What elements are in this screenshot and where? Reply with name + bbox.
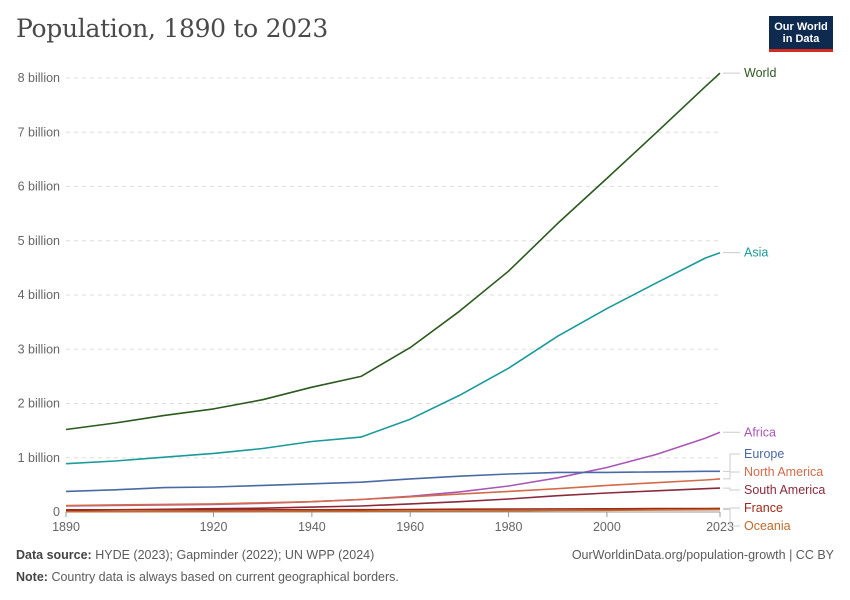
y-tick-label: 4 billion (18, 288, 60, 302)
data-source-label: Data source: (16, 548, 92, 562)
logo-line-1: Our World (774, 21, 828, 33)
logo-line-2: in Data (782, 33, 820, 45)
data-source: Data source: HYDE (2023); Gapminder (202… (16, 548, 374, 562)
x-tick-label: 1980 (495, 520, 523, 534)
y-tick-label: 7 billion (18, 125, 60, 139)
label-leader-line (723, 509, 740, 527)
population-line-chart: 0 1 billion 2 billion 3 billion 4 billion 5 b… (18, 66, 826, 534)
source-url-link[interactable]: OurWorldinData.org/population-growth | C… (571, 548, 834, 562)
y-tick-label: 3 billion (18, 342, 60, 356)
series-label-france[interactable]: France (744, 501, 783, 515)
series-label-europe[interactable]: Europe (744, 447, 784, 461)
label-leader-line (723, 453, 740, 472)
x-tick-label: 2023 (706, 520, 734, 534)
series-line-africa[interactable] (65, 431, 721, 507)
y-tick-label: 6 billion (18, 180, 60, 194)
series-line-oceania[interactable] (66, 508, 721, 513)
x-tick-label: 1960 (396, 520, 424, 534)
series-line-world[interactable] (65, 72, 721, 431)
owid-logo[interactable]: Our World in Data (769, 16, 833, 52)
series-lines (65, 72, 721, 513)
x-tick-label: 2000 (593, 520, 621, 534)
series-line-france[interactable] (66, 507, 721, 511)
y-tick-label: 8 billion (18, 71, 60, 85)
x-tick-label: 1890 (52, 520, 80, 534)
series-line-north-america[interactable] (65, 478, 721, 507)
y-tick-label: 0 (53, 505, 60, 519)
series-label-south-america[interactable]: South America (744, 483, 825, 497)
grid-lines (66, 77, 720, 513)
series-labels: World Asia Africa Europe North America South … (723, 66, 825, 533)
y-tick-label: 1 billion (18, 451, 60, 465)
series-label-world[interactable]: World (744, 66, 776, 80)
series-label-north-america[interactable]: North America (744, 465, 823, 479)
x-tick-label: 1920 (200, 520, 228, 534)
series-label-oceania[interactable]: Oceania (744, 519, 791, 533)
y-tick-label: 2 billion (18, 397, 60, 411)
label-leader-line (723, 487, 740, 491)
note-text: Country data is always based on current … (51, 570, 399, 584)
note-label: Note: (16, 570, 48, 584)
y-tick-label: 5 billion (18, 234, 60, 248)
series-line-asia[interactable] (65, 251, 721, 465)
series-label-africa[interactable]: Africa (744, 425, 776, 439)
x-axis-ticks: 1890 1920 1940 1960 1980 2000 2023 (52, 512, 734, 534)
chart-title: Population, 1890 to 2023 (16, 14, 328, 43)
series-line-europe[interactable] (65, 470, 720, 493)
y-axis-ticks: 0 1 billion 2 billion 3 billion 4 billion 5 b… (18, 71, 60, 519)
chart-note: Note: Country data is always based on cu… (16, 570, 399, 584)
data-source-text[interactable]: HYDE (2023); Gapminder (2022); UN WPP (2… (95, 548, 375, 562)
series-line-south-america[interactable] (65, 487, 721, 512)
series-label-asia[interactable]: Asia (744, 246, 768, 260)
x-tick-label: 1940 (298, 520, 326, 534)
label-leader-line (723, 471, 740, 480)
